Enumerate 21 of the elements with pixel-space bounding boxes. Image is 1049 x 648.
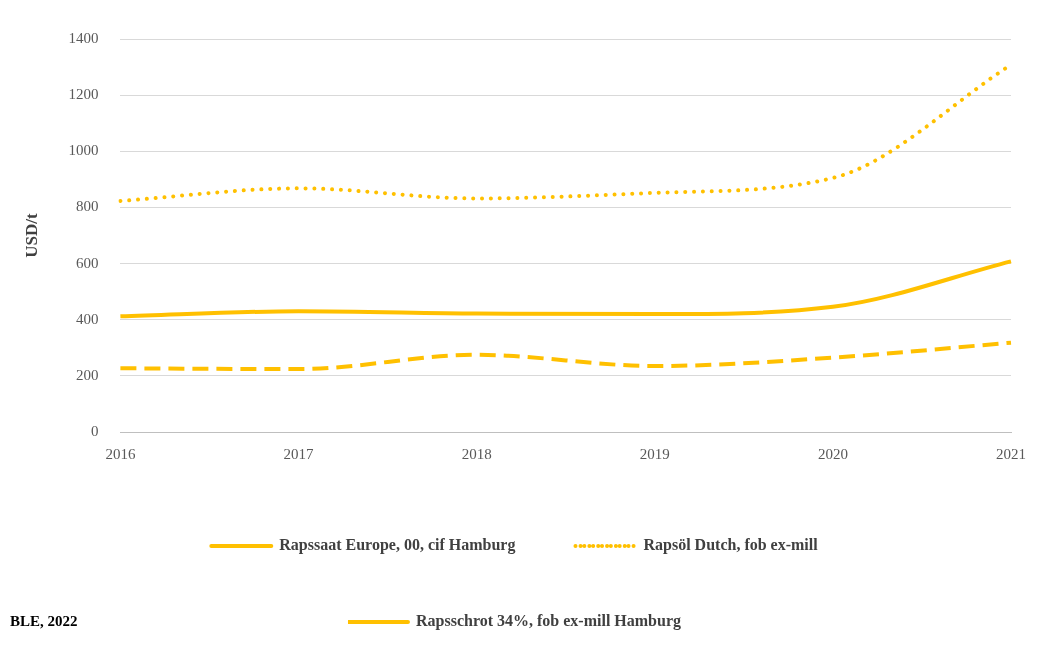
y-tick-label: 600: [75, 254, 99, 271]
legend-label: Rapssaat Europe, 00, cif Hamburg: [279, 536, 516, 555]
y-axis-title: USD/t: [21, 212, 41, 258]
x-tick-label: 2021: [996, 445, 1026, 462]
x-tick-label: 2016: [105, 445, 136, 462]
y-tick-label: 1000: [68, 142, 99, 159]
y-tick-label: 800: [75, 198, 99, 215]
line-series: [118, 259, 1013, 319]
y-tick-label: 1400: [68, 29, 99, 46]
x-tick-label: 2018: [461, 445, 492, 462]
x-tick-label: 2019: [639, 445, 670, 462]
y-tick-label: 400: [75, 310, 99, 327]
x-tick-label: 2017: [283, 445, 315, 462]
x-tick-label: 2020: [817, 445, 848, 462]
y-tick-label: 0: [90, 422, 99, 439]
legend-label: Rapsöl Dutch, fob ex-mill: [643, 536, 819, 555]
text: BLE, 2022: [10, 613, 78, 630]
line-series: [118, 340, 1013, 372]
y-tick-label: 1200: [68, 86, 99, 103]
y-tick-label: 200: [75, 366, 99, 383]
legend-label: Rapsschrot 34%, fob ex-mill Hamburg: [415, 612, 682, 631]
